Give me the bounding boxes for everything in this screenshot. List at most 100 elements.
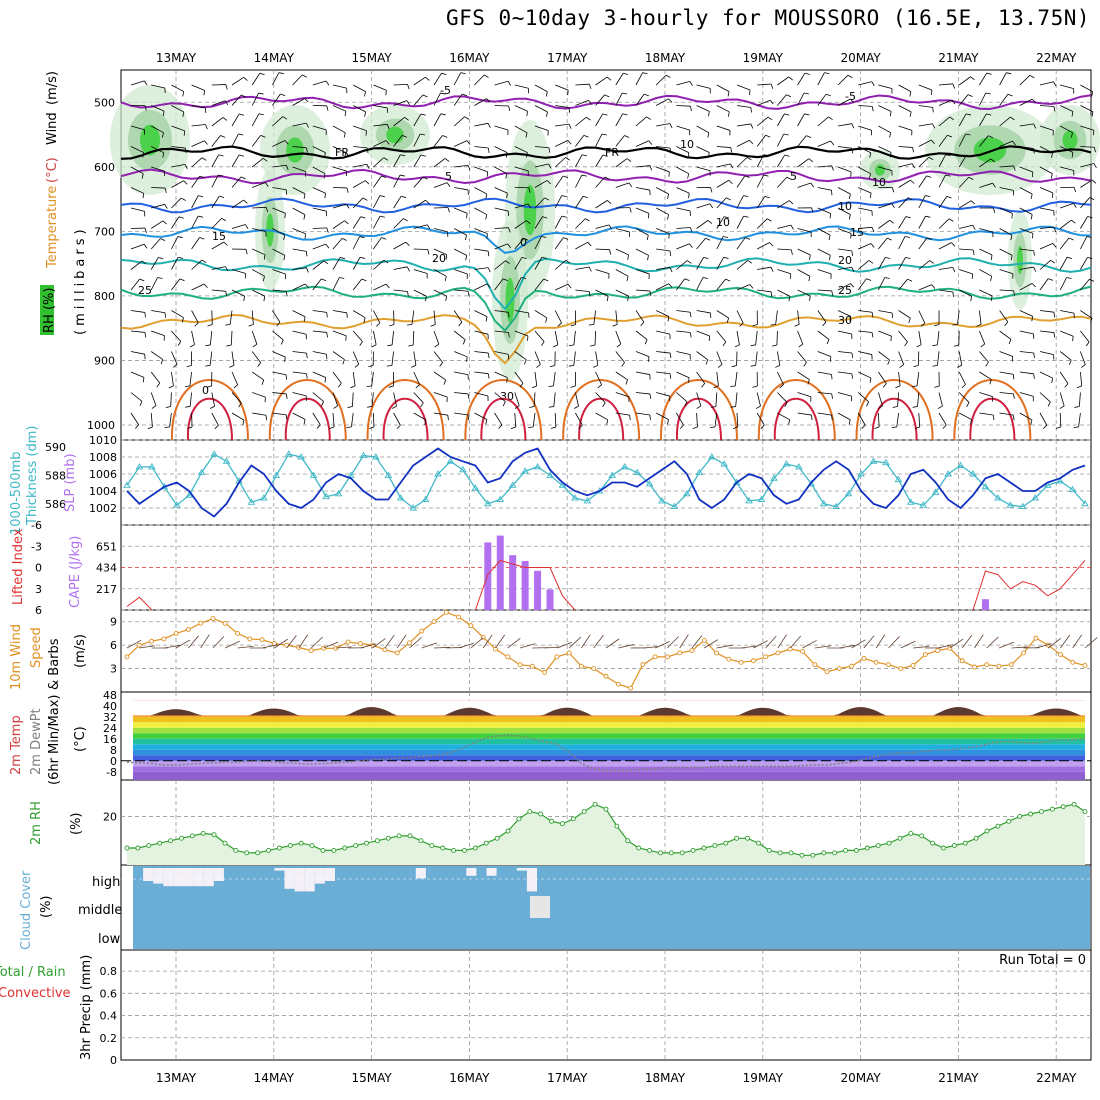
boundary-layer-isotherm [382,397,429,441]
rh2m-point [200,830,206,836]
thickness-point [633,468,641,476]
wind-barb [878,105,892,112]
wind-barb [899,364,904,368]
wind-barb [1033,266,1037,272]
wind10m-point [394,650,400,656]
wind-barb [252,206,267,209]
wind-barb [1091,111,1094,117]
rh2m-point [679,850,685,856]
wind-barb [958,94,969,106]
wind-barb [1060,84,1074,90]
wind-barb [171,180,184,188]
wind-barb [1019,283,1033,291]
wind-barb [918,412,921,427]
wind-barb [727,111,730,117]
wind-barb [413,176,424,188]
temp-band [133,722,1085,728]
wind-barb [486,233,488,239]
wind-barb [850,98,855,103]
wind-barb [777,269,791,275]
wind-barb [676,330,691,333]
wind-barb [593,310,596,325]
wind-barb [393,174,401,188]
wind-barb [999,116,1011,127]
wind-barb [554,215,563,229]
wind10m-point [443,609,449,615]
wind-barb [1059,237,1070,250]
wind-barb [393,218,404,229]
wind-barb [851,148,853,154]
wind-barb [533,392,536,407]
wind-barb [258,113,264,116]
wind-barb [817,289,832,292]
wind-barb [199,237,205,240]
wind-barb [716,216,725,229]
rh2m-point [712,843,718,849]
thickness-point [508,481,517,488]
cloud-high-bar [173,868,184,887]
wind-barb [467,393,470,399]
wind-barb [1011,213,1013,219]
wind-barb [665,74,671,78]
wind-barb [1080,105,1094,113]
wind-barb [201,157,207,161]
wind-barb [534,278,545,291]
wind-barb [959,412,972,420]
wind-barb [231,392,242,404]
rh-shading [1062,130,1078,150]
wind-barb [869,152,872,158]
wind-barb [1060,310,1075,314]
rh2m-point [157,840,163,846]
wind-barb [474,283,488,291]
wind-barb [346,312,348,318]
wind-barb [173,363,178,368]
wind-barb [676,187,690,194]
wind10m-point [812,662,818,668]
wind-barb [502,401,506,407]
wind-barb [797,351,807,363]
wind-barb [346,203,350,209]
wind10m-point [431,619,437,625]
wind-barb [676,207,691,212]
wind-barb [312,260,325,270]
wind-barb [243,296,245,302]
wind-barb [407,84,410,90]
wind-barb [831,290,834,296]
wind-barb [831,165,834,171]
wind10m-point [714,650,719,656]
rh2m-point [124,845,130,851]
rh2m-point [1006,818,1012,824]
wind-barb [316,424,321,429]
cape-tick: 651 [96,540,117,553]
thickness-point [1068,485,1077,493]
contour-label: 20 [838,254,852,267]
wind-barb [427,249,430,255]
wind-barb [218,174,224,177]
temp-axis-label: Temperature [45,186,60,269]
wind-barb [514,146,528,153]
wind-barb [1012,140,1016,146]
wind-barb [756,218,768,229]
wind-barb [817,351,832,357]
wind-barb [1073,187,1077,193]
wind-barb [361,278,367,282]
thickness-point [571,494,579,501]
wind-barb [494,227,509,229]
slp-tick: 1002 [89,502,117,515]
thickness-point [459,465,467,473]
wind-barb [952,323,958,326]
boundary-layer-isotherm [953,379,1032,441]
wind-barb [171,216,180,229]
wind-barb [130,310,145,313]
run-total-label: Run Total = 0 [999,953,1086,968]
wind-barb [485,214,488,220]
wind-barb [341,238,347,241]
wind-barb [554,175,564,188]
wind-barb [687,173,690,179]
wind-barb [514,330,529,337]
wind-barb [534,236,542,250]
wind-barb [749,284,754,289]
wind-barb [412,330,415,346]
wind-barb [150,392,157,406]
